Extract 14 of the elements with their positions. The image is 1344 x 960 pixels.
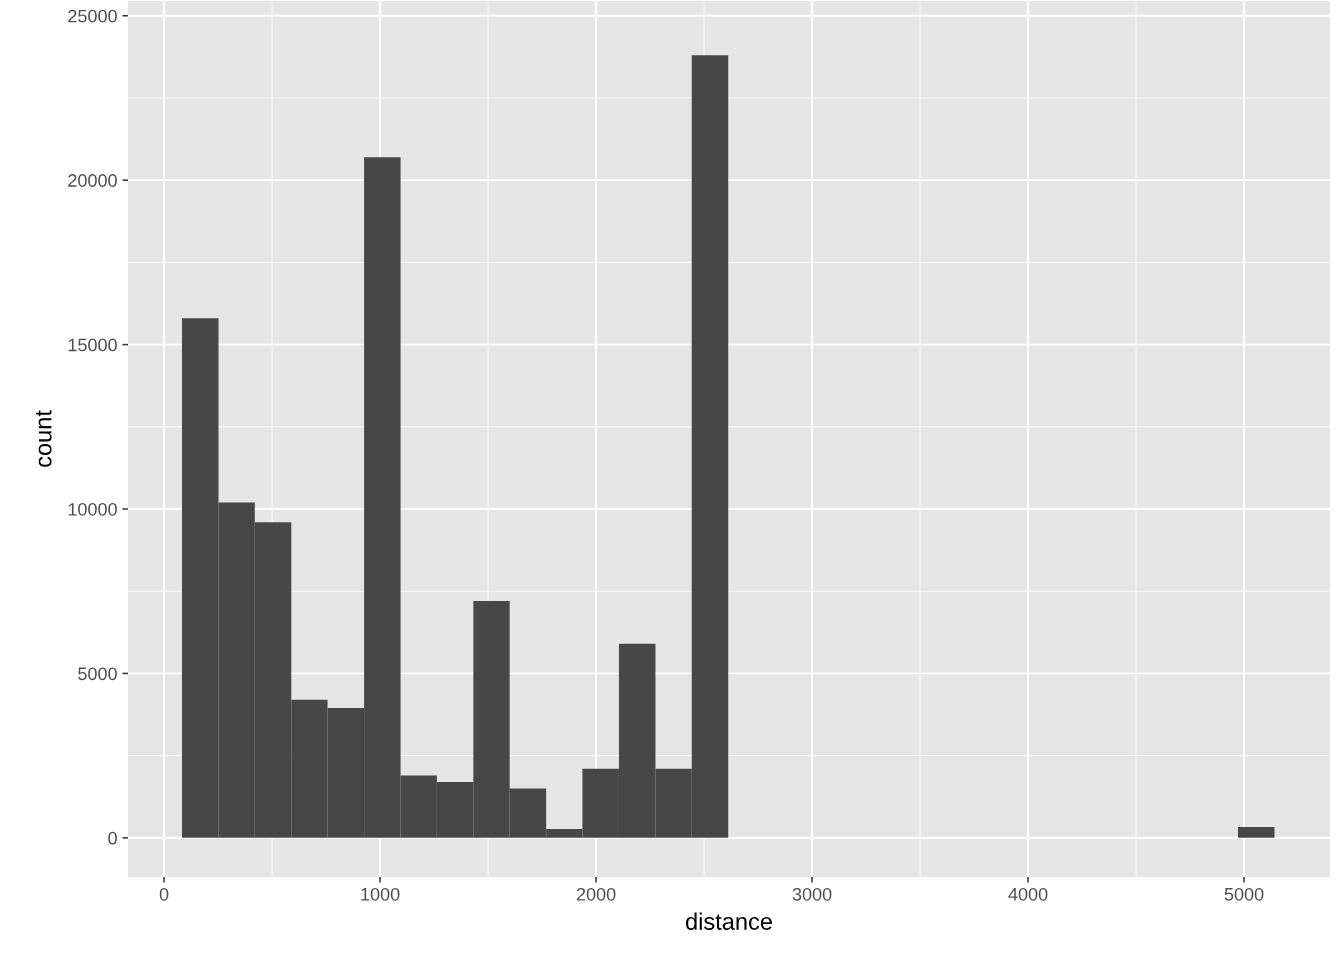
x-tick-label: 5000 [1224, 887, 1264, 901]
y-tick-label: 0 [108, 831, 117, 845]
y-tick-label: 20000 [68, 174, 117, 187]
y-axis-title: count [36, 410, 52, 467]
x-tick-label: 1000 [361, 887, 400, 901]
y-tick-label: 10000 [68, 502, 117, 516]
x-tick-label: 3000 [792, 887, 832, 901]
y-tick-label: 25000 [68, 9, 117, 23]
x-tick-label: 0 [159, 887, 169, 901]
y-tick-label: 15000 [68, 338, 117, 352]
x-axis-title: distance [686, 912, 772, 930]
y-tick-label: 5000 [78, 667, 117, 681]
x-tick-label: 4000 [1008, 887, 1048, 901]
x-tick-label: 2000 [576, 887, 616, 901]
